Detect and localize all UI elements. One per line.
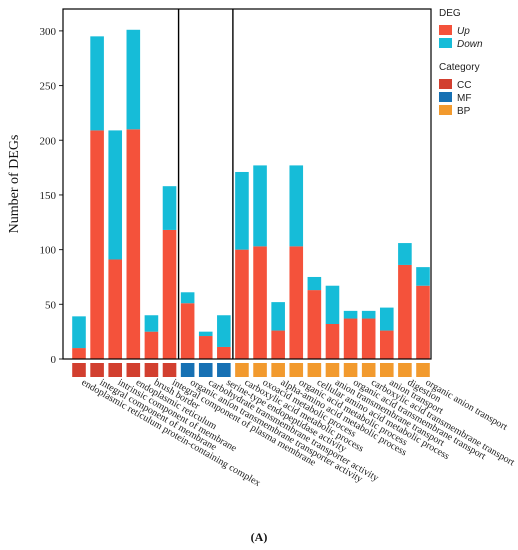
bar-up: [144, 331, 159, 359]
bar-up: [416, 285, 430, 359]
bar-up: [72, 348, 86, 359]
bar-down: [379, 307, 394, 331]
bar-down: [217, 315, 231, 347]
bar-down: [307, 276, 322, 291]
category-strip-cell: [217, 363, 231, 377]
legend-swatch: [439, 25, 452, 35]
bar-down: [235, 171, 249, 250]
bar-up: [398, 264, 412, 359]
bar-up: [90, 130, 104, 359]
y-tick-label: 0: [51, 354, 57, 366]
bar-up: [108, 259, 123, 359]
bar-up: [217, 346, 231, 359]
category-strip-cell: [144, 363, 159, 377]
y-axis-title: Number of DEGs: [7, 135, 22, 234]
bar-down: [162, 186, 177, 230]
legend-swatch: [439, 105, 452, 115]
category-strip-cell: [289, 363, 304, 377]
category-strip-cell: [379, 363, 394, 377]
bar-up: [361, 318, 376, 359]
bar-down: [144, 315, 159, 332]
category-strip-cell: [235, 363, 249, 377]
category-strip-cell: [361, 363, 376, 377]
bar-down: [289, 165, 304, 247]
legend-category-title: Category: [439, 62, 480, 73]
bar-up: [180, 303, 195, 359]
bar-up: [198, 336, 213, 359]
legend-label: BP: [457, 106, 471, 117]
category-strip-cell: [108, 363, 123, 377]
panel-label: (A): [250, 530, 268, 544]
category-strip-cell: [271, 363, 285, 377]
bar-down: [343, 310, 358, 319]
plot-frame: [62, 8, 432, 360]
bar-down: [271, 302, 285, 331]
category-strip-cell: [416, 363, 430, 377]
bar-down: [325, 285, 340, 324]
y-tick-label: 100: [40, 245, 57, 257]
bar-up: [289, 246, 304, 359]
bar-up: [126, 129, 141, 359]
bar-up: [253, 246, 267, 359]
legend-label: CC: [457, 80, 471, 91]
bar-up: [271, 330, 285, 359]
y-tick-label: 200: [40, 135, 57, 147]
legend-deg-title: DEG: [439, 8, 461, 19]
legend-swatch: [439, 79, 452, 89]
y-tick-label: 50: [45, 299, 57, 311]
bar-up: [343, 318, 358, 359]
bar-down: [108, 130, 123, 260]
bar-down: [72, 316, 86, 349]
legend-label: Up: [457, 26, 470, 37]
bar-down: [90, 36, 104, 131]
bar-down: [398, 243, 412, 265]
category-strip-cell: [253, 363, 267, 377]
category-strip-cell: [72, 363, 86, 377]
bar-up: [235, 249, 249, 359]
category-strip-cell: [126, 363, 141, 377]
category-strip-cell: [307, 363, 322, 377]
category-strip-cell: [162, 363, 177, 377]
category-strip-cell: [343, 363, 358, 377]
legend-swatch: [439, 92, 452, 102]
bar-down: [361, 310, 376, 319]
legend-swatch: [439, 38, 452, 48]
legend-label: MF: [457, 93, 471, 104]
bar-up: [325, 324, 340, 359]
bar-up: [307, 290, 322, 359]
category-strip-cell: [198, 363, 213, 377]
bar-down: [416, 267, 430, 286]
category-strip-cell: [90, 363, 104, 377]
category-strip-cell: [325, 363, 340, 377]
bar-up: [162, 229, 177, 359]
y-tick-label: 300: [40, 26, 57, 38]
y-tick-label: 250: [40, 81, 57, 93]
category-strip-cell: [180, 363, 195, 377]
bar-down: [253, 165, 267, 247]
bar-down: [180, 292, 195, 304]
bar-down: [126, 29, 141, 130]
bar-up: [379, 330, 394, 359]
legend-label: Down: [457, 39, 483, 50]
category-strip-cell: [398, 363, 412, 377]
bar-down: [198, 331, 213, 337]
y-tick-label: 150: [40, 190, 57, 202]
